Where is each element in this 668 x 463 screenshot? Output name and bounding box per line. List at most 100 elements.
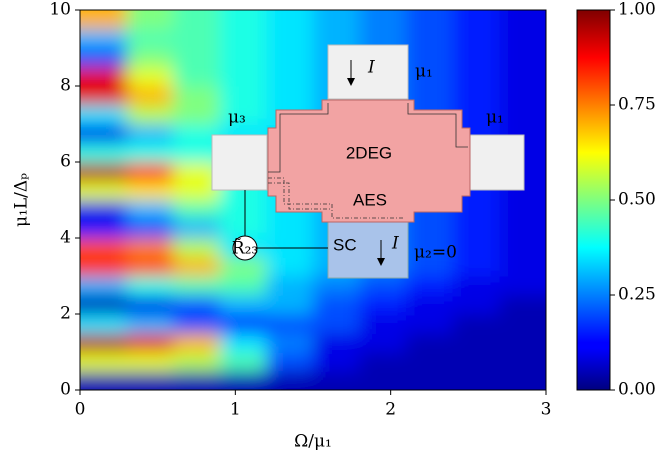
heatmap-cell: [219, 276, 267, 296]
edge-channel: [268, 103, 329, 173]
heatmap-cell: [499, 86, 546, 106]
label: I: [367, 58, 375, 78]
x-tick-label: 0: [75, 400, 86, 420]
y-tick-label: 6: [60, 152, 71, 172]
heatmap-cell: [266, 333, 314, 353]
heatmap-cell: [499, 371, 546, 390]
heatmap-cell: [313, 314, 361, 334]
colorbar-tick-label: 1.00: [618, 0, 656, 20]
heatmap-cell: [266, 86, 314, 106]
heatmap-cell: [80, 162, 128, 182]
heatmap-cell: [452, 238, 500, 258]
heatmap-cell: [80, 200, 128, 220]
heatmap-cell: [359, 333, 407, 353]
x-axis-label: Ω/μ₁: [294, 432, 332, 452]
heatmap-cell: [313, 295, 361, 315]
heatmap-cell: [80, 181, 128, 201]
heatmap-cell: [126, 181, 174, 201]
heatmap-cell: [126, 371, 174, 390]
heatmap-cell: [452, 29, 500, 49]
heatmap-cell: [452, 67, 500, 87]
heatmap-cell: [219, 67, 267, 87]
heatmap-cell: [80, 295, 128, 315]
heatmap-cell: [80, 29, 128, 49]
sc-contact: [327, 221, 409, 279]
heatmap-cell: [359, 314, 407, 334]
heatmap-cell: [126, 10, 174, 30]
heatmap-cell: [219, 371, 267, 390]
plot-frame: [79, 9, 547, 391]
heatmap-cell: [80, 219, 128, 239]
heatmap-cell: [499, 295, 546, 315]
label: SC: [333, 235, 357, 254]
heatmap-cell: [452, 200, 500, 220]
heatmap-cell: [80, 257, 128, 277]
heatmap-cell: [173, 371, 221, 390]
heatmap-cell: [126, 86, 174, 106]
right-contact: [469, 134, 525, 191]
label: AES: [353, 190, 387, 209]
current-arrowhead: [347, 78, 355, 86]
top-contact: [327, 44, 409, 100]
heatmap-cell: [173, 105, 221, 125]
heatmap-cell: [499, 314, 546, 334]
heatmap-cell: [452, 276, 500, 296]
heatmap-cell: [126, 314, 174, 334]
heatmap-cell: [406, 219, 454, 239]
heatmap-cell: [406, 276, 454, 296]
2deg-region: [267, 99, 471, 223]
heatmap-cell: [452, 257, 500, 277]
heatmap-cell: [266, 352, 314, 372]
heatmap-cell: [219, 352, 267, 372]
heatmap-cell: [406, 257, 454, 277]
heatmap-cell: [219, 314, 267, 334]
label: R̃₂₃: [232, 238, 258, 258]
heatmap-cell: [173, 143, 221, 163]
heatmap-cell: [452, 314, 500, 334]
heatmap-cell: [406, 352, 454, 372]
y-tick-label: 0: [60, 380, 71, 400]
heatmap-cell: [219, 333, 267, 353]
heatmap-cell: [173, 67, 221, 87]
heatmap-cell: [126, 200, 174, 220]
heatmap-cell: [266, 29, 314, 49]
heatmap-cell: [266, 219, 314, 239]
heatmap-cell: [359, 29, 407, 49]
label: μ₂=0: [414, 243, 457, 263]
resistance-meter: [232, 235, 258, 261]
heatmap-cell: [219, 295, 267, 315]
heatmap-cell: [173, 238, 221, 258]
heatmap-cell: [126, 295, 174, 315]
heatmap-cell: [173, 314, 221, 334]
heatmap-cell: [313, 333, 361, 353]
heatmap-cell: [126, 238, 174, 258]
heatmap-cell: [126, 105, 174, 125]
heatmap-cell: [406, 10, 454, 30]
colorbar-tick-label: 0.75: [618, 95, 656, 115]
current-arrowhead: [377, 258, 385, 266]
heatmap-cell: [499, 219, 546, 239]
heatmap-cell: [359, 352, 407, 372]
heatmap-cell: [126, 257, 174, 277]
heatmap-cell: [80, 10, 128, 30]
heatmap-cell: [126, 333, 174, 353]
heatmap-cell: [173, 295, 221, 315]
y-axis-label: μ₁L/Δₚ: [12, 173, 32, 227]
heatmap-cell: [173, 124, 221, 144]
heatmap-cell: [266, 67, 314, 87]
heatmap-cell: [452, 295, 500, 315]
y-tick-label: 4: [60, 228, 71, 248]
heatmap-cell: [80, 352, 128, 372]
heatmap-cell: [126, 162, 174, 182]
heatmap-cell: [313, 352, 361, 372]
heatmap-cell: [173, 29, 221, 49]
heatmap-cell: [359, 371, 407, 390]
heatmap-cell: [406, 86, 454, 106]
heatmap-cell: [266, 295, 314, 315]
heatmap-cell: [499, 48, 546, 68]
heatmap-cell: [126, 219, 174, 239]
heatmap-cell: [406, 333, 454, 353]
heatmap-cell: [173, 200, 221, 220]
heatmap-cell: [266, 257, 314, 277]
